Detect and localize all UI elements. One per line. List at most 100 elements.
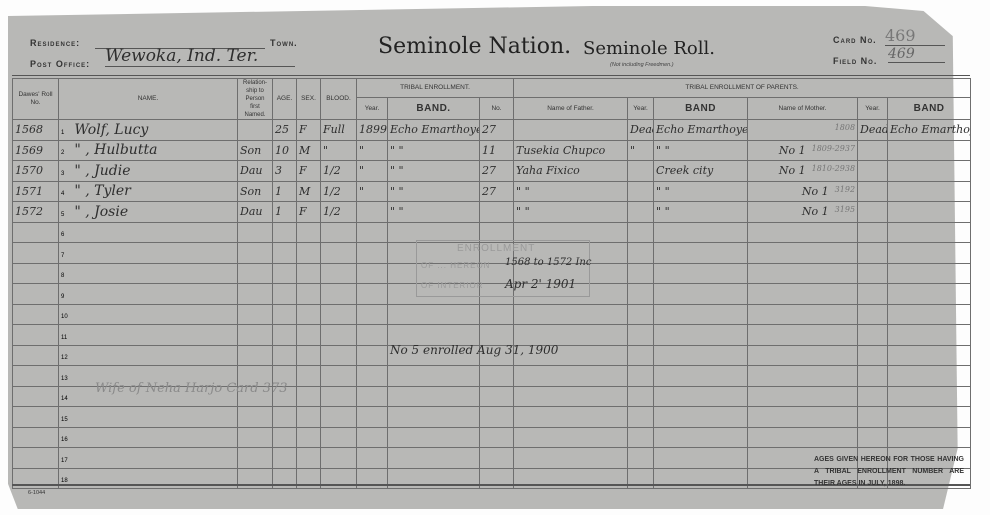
col-sex: SEX.: [296, 78, 321, 120]
cell-rel: [237, 119, 273, 141]
mother-pencil-note: 1810-2938: [811, 164, 856, 174]
cell-father: Tusekia Chupco: [513, 139, 629, 161]
cell-band: [387, 303, 480, 325]
cell-year: [356, 406, 388, 428]
cell-no: [478, 324, 515, 346]
cell-mother: No 1 1810-2938: [747, 160, 859, 182]
cell-mband: [887, 324, 972, 346]
cell-rel: [237, 303, 273, 325]
table-row: 10: [12, 303, 972, 325]
cell-mband: [887, 426, 972, 448]
cell-band: " ": [387, 201, 480, 223]
cell-rel: [237, 242, 273, 264]
field-no-label: Field No.: [833, 56, 878, 66]
cell-fyear: Dead: [627, 119, 655, 141]
cell-roll: [12, 344, 59, 366]
cell-no: [478, 365, 515, 387]
cell-roll: 1572: [12, 201, 59, 223]
cell-rel: [237, 344, 273, 366]
cell-band: [387, 426, 480, 448]
cell-fband: [653, 283, 749, 305]
row-number: 18: [61, 478, 68, 485]
table-row: 18: [12, 467, 972, 489]
cell-fyear: [627, 385, 655, 407]
row-number: 11: [61, 334, 68, 341]
row-number: 16: [61, 437, 68, 444]
cell-roll: 1570: [12, 160, 59, 182]
cell-age: 25: [272, 119, 297, 141]
cell-mband: Echo Emarthoye: [887, 119, 972, 141]
mother-name: No 1: [778, 143, 806, 157]
person-name: Wolf, Lucy: [74, 121, 149, 138]
cell-age: [272, 303, 297, 325]
cell-sex: [296, 385, 321, 407]
person-name: " , Judie: [74, 162, 131, 179]
col-band: BAND.: [387, 97, 480, 120]
cell-mother: No 1 3192: [747, 180, 859, 202]
col-father: Name of Father.: [513, 97, 629, 120]
cell-year: [356, 242, 388, 264]
card-no-label: Card No.: [833, 35, 877, 45]
cell-fband: [653, 344, 749, 366]
cell-blood: [320, 365, 357, 387]
cell-year: [356, 201, 388, 223]
cell-myear: [857, 303, 889, 325]
cell-roll: [12, 283, 59, 305]
row-number: 5: [61, 211, 65, 218]
row-number: 6: [61, 232, 65, 239]
cell-father: Yaha Fixico: [513, 160, 629, 182]
cell-band: [387, 385, 480, 407]
cell-fyear: [627, 344, 655, 366]
cell-blood: [320, 447, 357, 469]
table-row: 1569 2 " , Hulbutta Son 10 M " " " " 11 Tusekia Ch…: [12, 139, 972, 161]
cell-sex: F: [296, 119, 321, 141]
cell-band: " ": [387, 180, 480, 202]
cell-father: [513, 406, 629, 428]
cell-fband: [653, 324, 749, 346]
table-row: 13: [12, 365, 972, 387]
cell-fyear: [627, 426, 655, 448]
col-mother-year: Year.: [857, 97, 889, 120]
table-row: 11: [12, 324, 972, 346]
cell-fyear: [627, 447, 655, 469]
col-dawes: Dawes' Roll No.: [12, 78, 59, 120]
cell-mband: [887, 283, 972, 305]
enrollment-table: Dawes' Roll No. NAME. Relation-ship to P…: [12, 77, 972, 489]
person-name: " , Tyler: [74, 183, 131, 200]
cell-mother: [747, 303, 859, 325]
cell-name: 3 " , Judie: [58, 160, 238, 182]
col-no: No.: [478, 97, 515, 120]
cell-name: 5 " , Josie: [58, 201, 238, 223]
cell-rel: Dau: [237, 201, 273, 223]
cell-mother: [747, 324, 859, 346]
cell-no: 27: [478, 119, 515, 141]
table-row: 6: [12, 221, 972, 243]
cell-myear: Dead: [857, 119, 889, 141]
cell-sex: M: [296, 139, 321, 161]
cell-no: [478, 447, 515, 469]
cell-mband: [887, 242, 972, 264]
cell-rel: [237, 283, 273, 305]
ages-note: AGES GIVEN HEREON FOR THOSE HAVING A TRI…: [814, 456, 964, 487]
cell-mband: [887, 344, 972, 366]
cell-year: 1899: [356, 119, 388, 141]
stamp-line: OF INTERIOR: [421, 281, 484, 290]
cell-year: ": [356, 160, 388, 182]
cell-roll: [12, 242, 59, 264]
cell-father: [513, 324, 629, 346]
cell-no: [478, 201, 515, 223]
cell-roll: 1571: [12, 180, 59, 202]
cell-mband: [887, 467, 972, 489]
col-relationship: Relation-ship to Person first Named.: [237, 78, 273, 120]
cell-rel: [237, 447, 273, 469]
cell-myear: [857, 139, 889, 161]
col-mother-band: BAND: [887, 97, 972, 120]
cell-name: 1 Wolf, Lucy: [58, 119, 238, 141]
approval-date: Apr 2' 1901: [505, 277, 577, 291]
cell-fyear: [627, 406, 655, 428]
mother-name: No 1: [778, 164, 806, 178]
cell-blood: [320, 283, 357, 305]
cell-blood: [320, 426, 357, 448]
cell-mother: [747, 283, 859, 305]
cell-father: [513, 365, 629, 387]
